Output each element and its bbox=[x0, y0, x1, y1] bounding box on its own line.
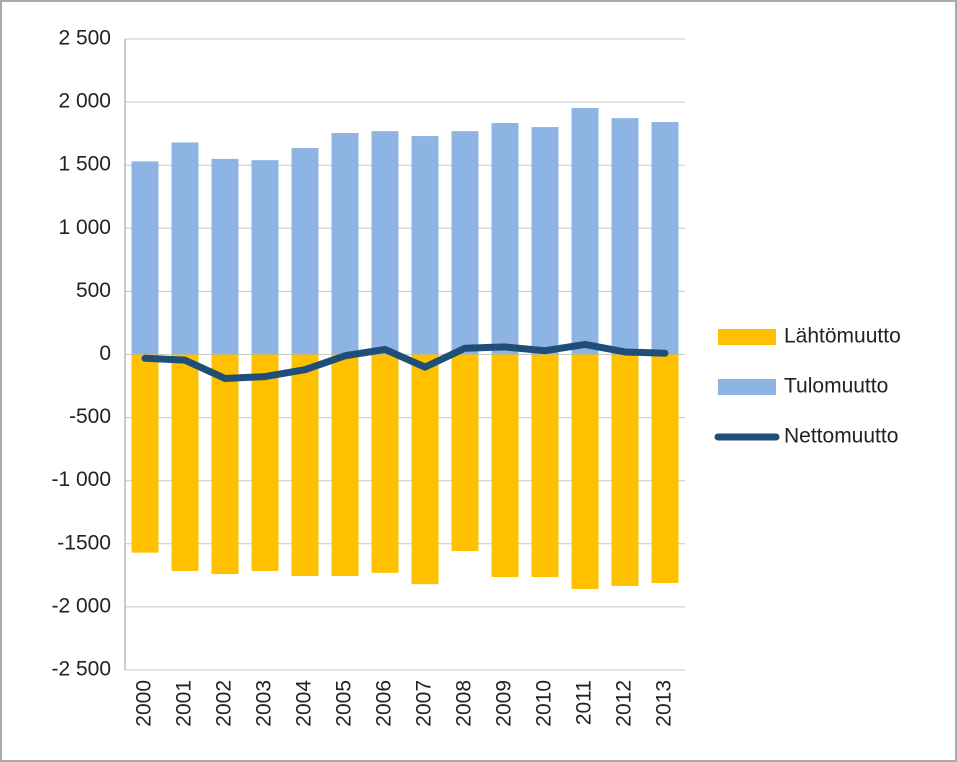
bar bbox=[531, 354, 559, 577]
legend-label: Tulomuutto bbox=[784, 375, 888, 398]
y-tick-label: -1 000 bbox=[51, 468, 111, 491]
legend-swatch bbox=[718, 329, 776, 345]
legend-label: Nettomuutto bbox=[784, 425, 898, 448]
bar bbox=[291, 354, 319, 576]
x-tick-label: 2001 bbox=[173, 680, 196, 727]
bar bbox=[411, 354, 439, 585]
y-tick-label: -500 bbox=[69, 405, 111, 428]
bar bbox=[651, 354, 679, 583]
bar bbox=[451, 131, 479, 355]
bar bbox=[131, 161, 159, 355]
y-tick-label: 0 bbox=[99, 342, 111, 365]
bar bbox=[331, 354, 359, 576]
bar bbox=[651, 122, 679, 355]
x-tick-label: 2003 bbox=[253, 680, 276, 727]
x-tick-label: 2006 bbox=[373, 680, 396, 727]
y-tick-label: 500 bbox=[76, 279, 111, 302]
y-tick-label: 2 500 bbox=[58, 27, 111, 50]
legend-label: Lähtömuutto bbox=[784, 325, 901, 348]
bar bbox=[291, 148, 319, 355]
line bbox=[141, 340, 669, 382]
y-tick-label: 2 000 bbox=[58, 90, 111, 113]
bar bbox=[131, 354, 159, 553]
y-tick-label: -2 000 bbox=[51, 594, 111, 617]
bar bbox=[251, 354, 279, 571]
y-tick-label: -1500 bbox=[57, 531, 111, 554]
bar bbox=[491, 354, 519, 577]
bar bbox=[371, 131, 399, 355]
x-tick-label: 2008 bbox=[453, 680, 476, 727]
bar bbox=[571, 108, 599, 355]
x-tick-label: 2009 bbox=[493, 680, 516, 727]
y-tick-label: 1 500 bbox=[58, 153, 111, 176]
bar bbox=[411, 136, 439, 355]
x-tick-label: 2000 bbox=[133, 680, 156, 727]
bar bbox=[371, 354, 399, 573]
bar bbox=[211, 354, 239, 575]
x-tick-label: 2005 bbox=[333, 680, 356, 727]
bar bbox=[491, 123, 519, 355]
x-tick-label: 2007 bbox=[413, 680, 436, 727]
bar bbox=[331, 133, 359, 355]
bar bbox=[451, 354, 479, 551]
y-tick-label: 1 000 bbox=[58, 216, 111, 239]
x-tick-label: 2011 bbox=[573, 680, 596, 725]
x-tick-label: 2002 bbox=[213, 680, 236, 727]
bar bbox=[171, 354, 199, 571]
bar bbox=[611, 118, 639, 355]
bar bbox=[171, 142, 199, 355]
x-tick-label: 2012 bbox=[613, 680, 636, 727]
bar bbox=[611, 354, 639, 586]
bar bbox=[531, 127, 559, 355]
bar bbox=[571, 354, 599, 589]
y-tick-label: -2 500 bbox=[51, 658, 111, 681]
bar bbox=[211, 158, 239, 355]
x-tick-label: 2013 bbox=[653, 680, 676, 727]
bar bbox=[251, 160, 279, 355]
legend-swatch bbox=[718, 379, 776, 395]
x-tick-label: 2010 bbox=[533, 680, 556, 727]
x-tick-label: 2004 bbox=[293, 680, 316, 727]
